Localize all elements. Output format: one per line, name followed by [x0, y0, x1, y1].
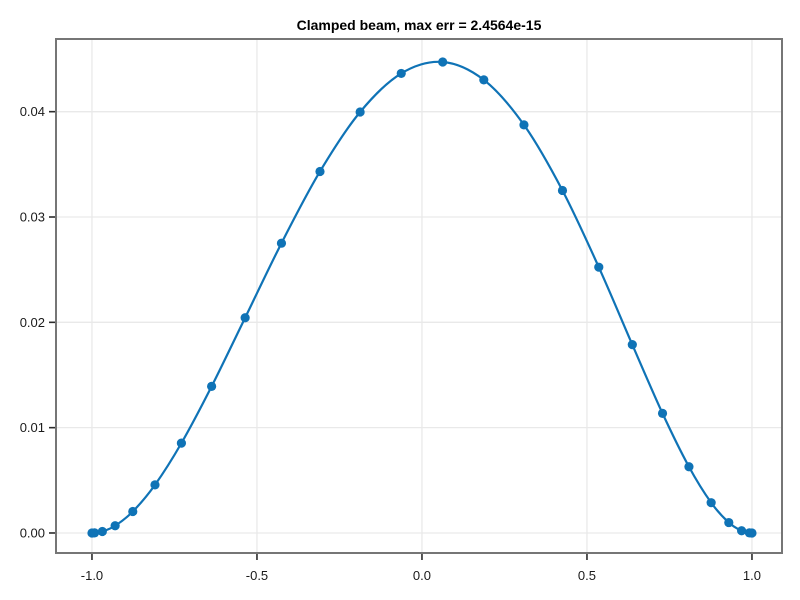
data-point-marker — [657, 408, 668, 418]
data-point-marker — [128, 506, 138, 517]
x-tick-label: -0.5 — [246, 568, 268, 583]
series-line — [90, 60, 754, 535]
plot-border — [55, 38, 783, 554]
data-point-marker — [627, 340, 637, 350]
x-tick-label: 0.0 — [413, 568, 431, 583]
y-tick-label: 0.04 — [20, 104, 45, 119]
data-point-marker — [724, 517, 734, 528]
x-tick-label: 0.5 — [578, 568, 596, 583]
data-point-marker — [747, 528, 757, 538]
data-point-marker — [355, 107, 365, 117]
data-point-marker — [438, 57, 448, 67]
data-point-marker — [150, 480, 160, 490]
data-point-marker — [110, 521, 120, 531]
data-point-marker — [315, 166, 325, 177]
data-point-marker — [240, 313, 250, 323]
data-point-marker — [207, 381, 217, 391]
y-tick-label: 0.01 — [20, 420, 45, 435]
data-point-marker — [557, 185, 568, 196]
data-point-marker — [706, 498, 716, 508]
data-point-marker — [519, 120, 529, 130]
x-tick-label: 1.0 — [743, 568, 761, 583]
y-tick-label: 0.02 — [20, 315, 45, 330]
data-point-marker — [594, 262, 604, 272]
data-point-marker — [737, 526, 747, 536]
data-point-marker — [97, 526, 107, 537]
data-point-marker — [396, 68, 406, 79]
data-point-marker — [176, 438, 187, 448]
y-tick-label: 0.00 — [20, 525, 45, 540]
data-point-marker — [684, 462, 694, 472]
chart-title: Clamped beam, max err = 2.4564e-15 — [297, 17, 542, 33]
y-tick-label: 0.03 — [20, 210, 45, 225]
data-point-marker — [479, 75, 489, 85]
x-tick-label: -1.0 — [81, 568, 103, 583]
data-point-marker — [89, 528, 100, 538]
data-point-marker — [276, 238, 287, 248]
